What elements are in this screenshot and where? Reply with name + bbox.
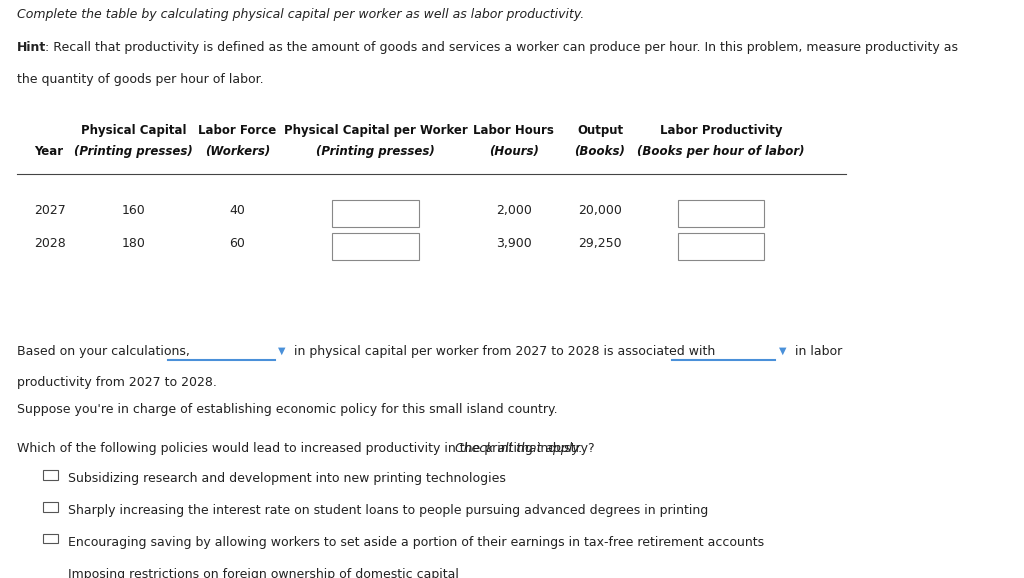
Text: 2027: 2027 — [35, 204, 67, 217]
Bar — [333, 232, 419, 260]
Text: : Recall that productivity is defined as the amount of goods and services a work: : Recall that productivity is defined as… — [45, 42, 957, 54]
Text: Subsidizing research and development into new printing technologies: Subsidizing research and development int… — [69, 472, 506, 486]
Text: in physical capital per worker from 2027 to 2028 is associated with: in physical capital per worker from 2027… — [290, 344, 716, 358]
Bar — [333, 199, 419, 227]
Text: Sharply increasing the interest rate on student loans to people pursuing advance: Sharply increasing the interest rate on … — [69, 505, 709, 517]
Text: (Books per hour of labor): (Books per hour of labor) — [637, 145, 805, 158]
Text: ▼: ▼ — [778, 346, 786, 356]
Text: Physical Capital: Physical Capital — [81, 124, 186, 137]
Text: Encouraging saving by allowing workers to set aside a portion of their earnings : Encouraging saving by allowing workers t… — [69, 536, 764, 549]
Bar — [43, 534, 57, 543]
Text: Year: Year — [35, 145, 63, 158]
Text: 180: 180 — [122, 237, 145, 250]
Text: (Printing presses): (Printing presses) — [316, 145, 435, 158]
Text: 60: 60 — [229, 237, 246, 250]
Text: (Hours): (Hours) — [488, 145, 539, 158]
Text: 3,900: 3,900 — [496, 237, 531, 250]
Text: in labor: in labor — [791, 344, 842, 358]
Bar — [43, 470, 57, 480]
Text: the quantity of goods per hour of labor.: the quantity of goods per hour of labor. — [17, 73, 264, 86]
Text: Based on your calculations,: Based on your calculations, — [17, 344, 190, 358]
Text: (Printing presses): (Printing presses) — [75, 145, 194, 158]
Text: Labor Productivity: Labor Productivity — [659, 124, 782, 137]
Text: Labor Hours: Labor Hours — [473, 124, 554, 137]
Bar — [678, 199, 764, 227]
Text: 40: 40 — [229, 204, 246, 217]
Text: productivity from 2027 to 2028.: productivity from 2027 to 2028. — [17, 376, 217, 390]
Text: Check all that apply.: Check all that apply. — [452, 442, 583, 455]
Text: (Books): (Books) — [574, 145, 626, 158]
Text: ▼: ▼ — [278, 346, 286, 356]
Text: 160: 160 — [122, 204, 145, 217]
Text: Which of the following policies would lead to increased productivity in the prin: Which of the following policies would le… — [17, 442, 595, 455]
Text: 2028: 2028 — [35, 237, 67, 250]
Text: Physical Capital per Worker: Physical Capital per Worker — [284, 124, 467, 137]
Bar — [43, 502, 57, 512]
Text: Hint: Hint — [17, 42, 46, 54]
Text: Output: Output — [577, 124, 623, 137]
Text: 2,000: 2,000 — [496, 204, 531, 217]
Text: Suppose you're in charge of establishing economic policy for this small island c: Suppose you're in charge of establishing… — [17, 403, 558, 417]
Text: Labor Force: Labor Force — [199, 124, 276, 137]
Text: Complete the table by calculating physical capital per worker as well as labor p: Complete the table by calculating physic… — [17, 8, 585, 21]
Text: 29,250: 29,250 — [579, 237, 622, 250]
Text: Imposing restrictions on foreign ownership of domestic capital: Imposing restrictions on foreign ownersh… — [69, 568, 459, 578]
Text: (Workers): (Workers) — [205, 145, 270, 158]
Bar — [678, 232, 764, 260]
Text: 20,000: 20,000 — [579, 204, 622, 217]
Bar — [43, 566, 57, 576]
